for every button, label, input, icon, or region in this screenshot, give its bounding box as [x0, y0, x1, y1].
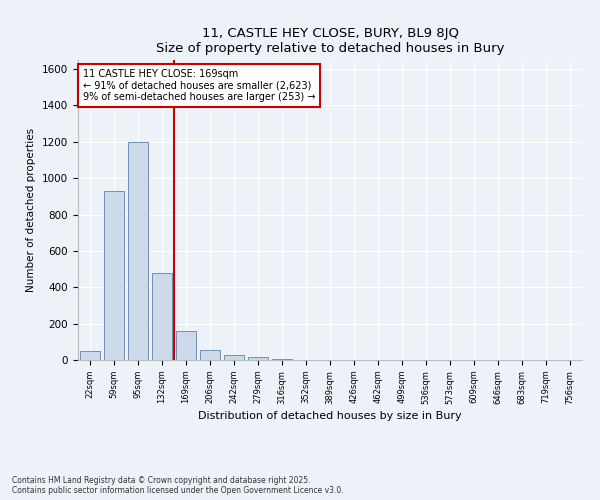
Bar	[200, 350, 220, 360]
Bar	[224, 356, 244, 360]
Bar	[176, 331, 196, 360]
Bar	[104, 191, 124, 360]
Bar	[272, 359, 292, 360]
Bar	[152, 272, 172, 360]
Text: 11 CASTLE HEY CLOSE: 169sqm
← 91% of detached houses are smaller (2,623)
9% of s: 11 CASTLE HEY CLOSE: 169sqm ← 91% of det…	[83, 69, 316, 102]
X-axis label: Distribution of detached houses by size in Bury: Distribution of detached houses by size …	[198, 410, 462, 420]
Bar	[248, 358, 268, 360]
Y-axis label: Number of detached properties: Number of detached properties	[26, 128, 37, 292]
Text: Contains HM Land Registry data © Crown copyright and database right 2025.
Contai: Contains HM Land Registry data © Crown c…	[12, 476, 344, 495]
Bar	[128, 142, 148, 360]
Bar	[80, 351, 100, 360]
Title: 11, CASTLE HEY CLOSE, BURY, BL9 8JQ
Size of property relative to detached houses: 11, CASTLE HEY CLOSE, BURY, BL9 8JQ Size…	[156, 26, 504, 54]
